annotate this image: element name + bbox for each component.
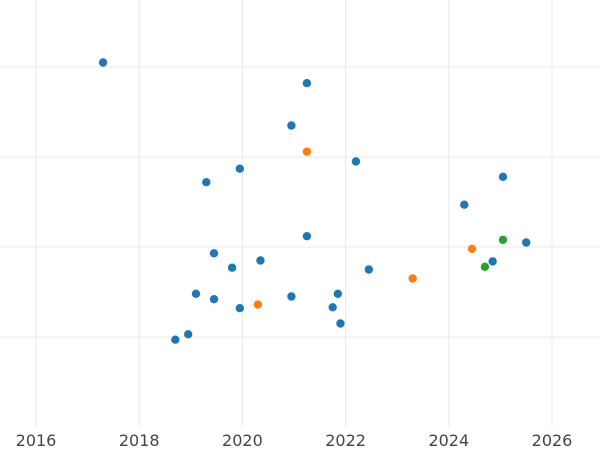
data-point-s0-22 xyxy=(184,330,193,339)
data-point-s2-1 xyxy=(480,262,490,271)
data-point-s0-3 xyxy=(351,157,361,166)
x-tick-label-2018: 2018 xyxy=(119,431,160,450)
data-point-s1-2 xyxy=(408,274,417,283)
data-point-s0-18 xyxy=(209,295,219,304)
data-point-s0-19 xyxy=(235,304,245,313)
data-point-s1-1 xyxy=(467,244,477,253)
x-tick-label-2022: 2022 xyxy=(325,431,366,450)
data-point-s0-1 xyxy=(302,79,312,88)
data-point-s1-3 xyxy=(253,300,263,309)
x-tick-label-2024: 2024 xyxy=(428,431,469,450)
data-point-s0-10 xyxy=(209,249,219,258)
data-point-s0-12 xyxy=(488,257,497,266)
data-point-s0-17 xyxy=(333,289,343,298)
data-point-s0-6 xyxy=(498,172,508,181)
data-point-s0-5 xyxy=(202,178,211,187)
x-tick-label-2026: 2026 xyxy=(532,431,573,450)
data-point-s0-23 xyxy=(171,335,180,344)
data-point-s0-16 xyxy=(287,292,296,301)
data-point-s0-9 xyxy=(522,238,531,247)
data-point-s0-11 xyxy=(256,256,265,265)
data-point-s0-7 xyxy=(460,200,469,209)
data-points xyxy=(98,58,531,344)
data-point-s2-0 xyxy=(498,235,508,244)
x-tick-label-2016: 2016 xyxy=(16,431,57,450)
x-tick-labels: 2016 2018 2020 2022 2024 2026 xyxy=(16,431,573,450)
x-tick-label-2020: 2020 xyxy=(222,431,263,450)
data-point-s0-13 xyxy=(227,263,237,272)
data-point-s0-2 xyxy=(287,121,296,130)
data-point-s0-4 xyxy=(235,164,245,173)
data-point-s0-21 xyxy=(336,319,345,328)
data-point-s0-8 xyxy=(302,232,312,241)
data-point-s0-0 xyxy=(98,58,108,67)
data-point-s0-15 xyxy=(191,289,201,298)
data-point-s0-20 xyxy=(328,303,337,312)
grid-lines xyxy=(0,0,600,427)
data-point-s0-14 xyxy=(364,265,374,274)
data-point-s1-0 xyxy=(302,147,312,156)
